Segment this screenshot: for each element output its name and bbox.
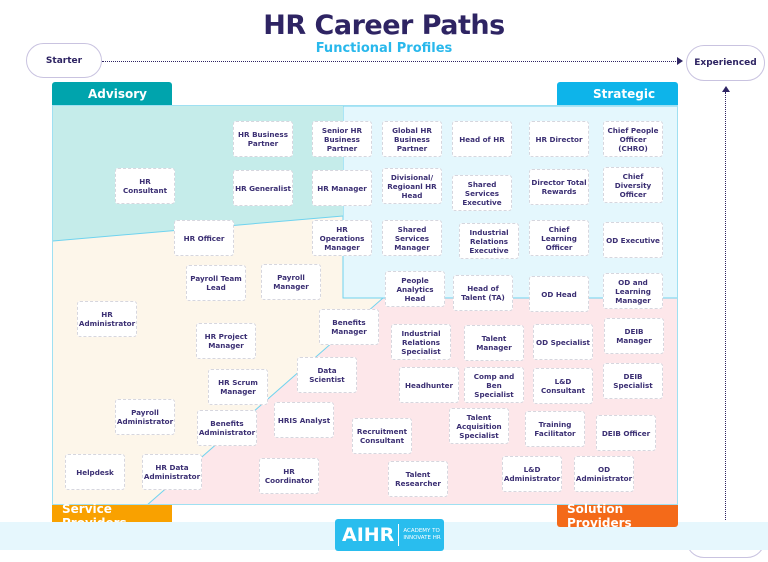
quadrant-label-advisory: Advisory: [52, 82, 172, 105]
role-card: HR Director: [529, 121, 589, 157]
role-card: HR Data Administrator: [142, 454, 202, 490]
role-card: Payroll Manager: [261, 264, 321, 300]
role-card: DEIB Specialist: [603, 363, 663, 399]
role-card: HR Coordinator: [259, 458, 319, 494]
arrow-up-icon: [722, 86, 730, 92]
arrow-right-icon: [677, 57, 683, 65]
role-card: Benefits Manager: [319, 309, 379, 345]
role-card: Chief Diversity Officer: [603, 167, 663, 203]
role-card: Chief People Officer (CHRO): [603, 121, 663, 157]
aihr-logo: AIHR ACADEMY TO INNOVATE HR: [335, 519, 444, 551]
logo-text: AIHR: [335, 524, 400, 546]
role-card: Talent Manager: [464, 325, 524, 361]
role-card: OD Executive: [603, 222, 663, 258]
role-card: Headhunter: [399, 367, 459, 403]
role-card: Director Total Rewards: [529, 169, 589, 205]
role-card: Divisional/ Regioanl HR Head: [382, 168, 442, 204]
role-card: OD Specialist: [533, 324, 593, 360]
role-card: OD Head: [529, 276, 589, 312]
role-card: People Analytics Head: [385, 271, 445, 307]
logo-tagline: ACADEMY TO INNOVATE HR: [403, 527, 441, 541]
role-card: Senior HR Business Partner: [312, 121, 372, 157]
role-card: Head of Talent (TA): [453, 275, 513, 311]
role-card: Global HR Business Partner: [382, 121, 442, 157]
role-card: HR Consultant: [115, 168, 175, 204]
role-card: Head of HR: [452, 121, 512, 157]
experience-axis-line: [102, 61, 680, 62]
role-card: OD and Learning Manager: [603, 273, 663, 309]
role-card: Shared Services Executive: [452, 175, 512, 211]
role-card: HR Scrum Manager: [208, 369, 268, 405]
page-title: HR Career Paths: [263, 10, 505, 41]
role-card: DEIB Officer: [596, 415, 656, 451]
experienced-axis-label: Experienced: [686, 45, 765, 81]
role-card: HR Administrator: [77, 301, 137, 337]
role-card: Helpdesk: [65, 454, 125, 490]
role-card: Payroll Administrator: [115, 399, 175, 435]
role-card: HR Officer: [174, 220, 234, 256]
role-card: HR Operations Manager: [312, 220, 372, 256]
quadrant-label-strategic: Strategic: [557, 82, 678, 105]
role-card: Data Scientist: [297, 357, 357, 393]
role-card: L&D Consultant: [533, 368, 593, 404]
role-card: L&D Administrator: [502, 456, 562, 492]
role-card: Benefits Administrator: [197, 410, 257, 446]
role-card: OD Administrator: [574, 456, 634, 492]
role-card: Comp and Ben Specialist: [464, 367, 524, 403]
role-card: DEIB Manager: [604, 318, 664, 354]
role-card: Industrial Relations Executive: [459, 223, 519, 259]
role-card: HRIS Analyst: [274, 402, 334, 438]
role-card: Talent Acquisition Specialist: [449, 408, 509, 444]
role-card: HR Business Partner: [233, 121, 293, 157]
role-card: Chief Learning Officer: [529, 220, 589, 256]
career-map: HR Business Partner Senior HR Business Pa…: [52, 105, 678, 505]
role-card: Payroll Team Lead: [186, 265, 246, 301]
vertical-axis-line: [725, 92, 726, 520]
role-card: HR Project Manager: [196, 323, 256, 359]
role-card: Recruitment Consultant: [352, 418, 412, 454]
starter-axis-label: Starter: [26, 43, 102, 78]
role-card: HR Generalist: [233, 170, 293, 206]
role-card: HR Manager: [312, 170, 372, 206]
role-card: Training Facilitator: [525, 411, 585, 447]
quadrant-label-solution-providers: Solution Providers: [557, 502, 678, 530]
role-card: Shared Services Manager: [382, 220, 442, 256]
role-card: Industrial Relations Specialist: [391, 324, 451, 360]
role-card: Talent Researcher: [388, 461, 448, 497]
page-subtitle: Functional Profiles: [315, 41, 453, 56]
